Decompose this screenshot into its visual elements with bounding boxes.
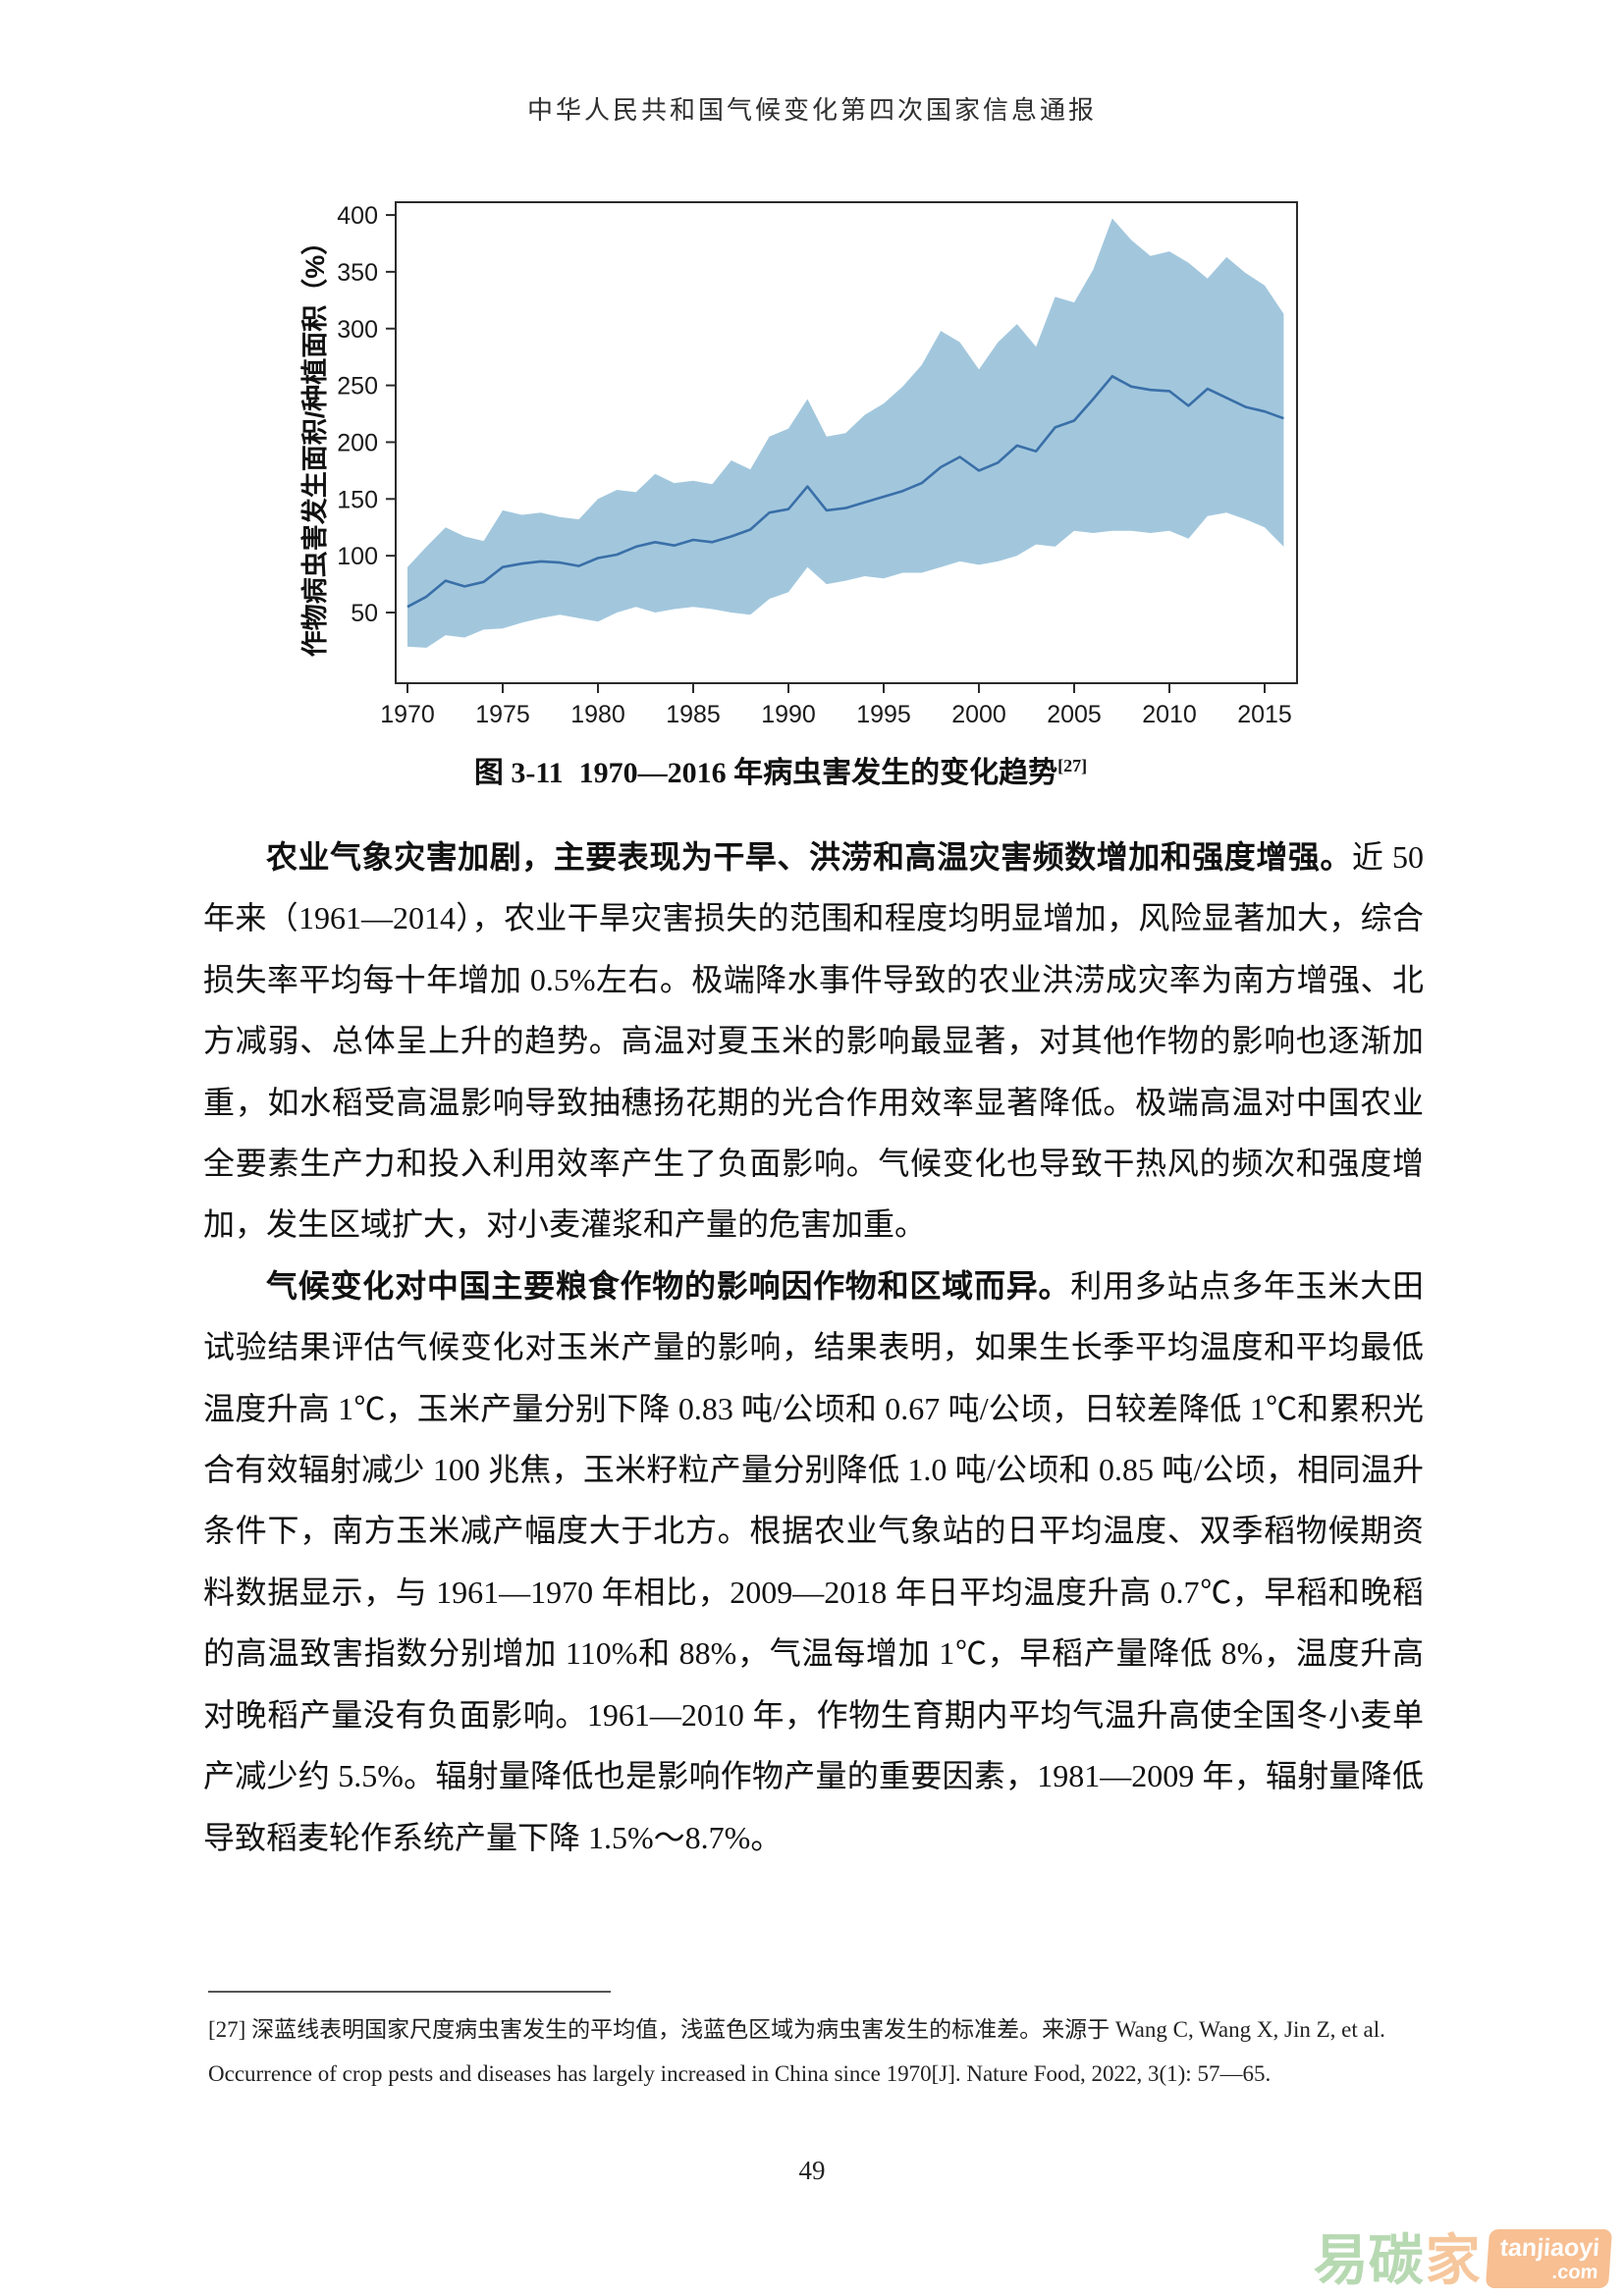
y-tick-label: 300 <box>337 316 378 344</box>
caption-footnote-ref: [27] <box>1057 756 1088 775</box>
page-number: 49 <box>798 2156 826 2185</box>
figure-caption: 图 3-11 1970—2016 年病虫害发生的变化趋势[27] <box>226 748 1335 791</box>
x-tick-label: 2005 <box>1047 701 1102 728</box>
mean-line <box>406 375 1284 609</box>
paragraph-1-lead: 农业气象灾害加剧，主要表现为干旱、洪涝和高温灾害频数增加和强度增强。 <box>266 839 1352 875</box>
page-header: 中华人民共和国气候变化第四次国家信息通报 <box>526 96 1097 125</box>
watermark-text-green: 易碳 <box>1313 2229 1424 2291</box>
y-tick-label: 400 <box>337 202 378 230</box>
std-band <box>407 218 1284 648</box>
footnote: [27] 深蓝线表明国家尺度病虫害发生的平均值，浅蓝色区域为病虫害发生的标准差。… <box>208 1991 1435 2097</box>
x-tick-label: 1975 <box>475 701 530 728</box>
paragraph-2-rest: 利用多站点多年玉米大田试验结果评估气候变化对玉米产量的影响，结果表明，如果生长季… <box>203 1267 1424 1855</box>
watermark-tld: .com <box>1550 2262 1598 2283</box>
y-tick-label: 100 <box>337 543 378 570</box>
x-tick-label: 1995 <box>856 701 911 728</box>
watermark-domain: tanjiaoyi <box>1498 2234 1600 2263</box>
y-tick-label: 150 <box>337 486 378 513</box>
x-tick-label: 1980 <box>570 701 625 728</box>
y-tick-label: 350 <box>337 259 378 287</box>
y-tick-label: 50 <box>351 600 378 627</box>
x-tick-label: 2000 <box>951 701 1006 728</box>
paragraph-2: 气候变化对中国主要粮食作物的影响因作物和区域而异。利用多站点多年玉米大田试验结果… <box>203 1255 1424 1868</box>
y-tick-label: 250 <box>337 373 378 400</box>
y-axis-label: 作物病虫害发生面积/种植面积（%） <box>299 229 330 658</box>
paragraph-2-lead: 气候变化对中国主要粮食作物的影响因作物和区域而异。 <box>266 1267 1071 1304</box>
pest-trend-chart: 1970 1975 1980 1985 1990 1995 2000 2005 2010 2015… <box>299 201 1298 728</box>
y-tick-label: 200 <box>337 429 378 456</box>
x-tick-label: 1970 <box>380 701 435 728</box>
body-text: 农业气象灾害加剧，主要表现为干旱、洪涝和高温灾害频数增加和强度增强。近 50 年… <box>203 827 1424 1868</box>
x-tick-label: 1990 <box>761 701 816 728</box>
figure-3-11: 1970 1975 1980 1985 1990 1995 2000 2005 2010 2015… <box>226 133 1335 791</box>
x-tick-label: 2015 <box>1237 701 1292 728</box>
caption-label: 图 3-11 <box>473 757 564 789</box>
watermark-badge: tanjiaoyi .com <box>1485 2229 1613 2288</box>
paragraph-1: 农业气象灾害加剧，主要表现为干旱、洪涝和高温灾害频数增加和强度增强。近 50 年… <box>203 827 1424 1255</box>
watermark-text-orange: 家 <box>1425 2229 1481 2291</box>
footnote-separator <box>208 1991 611 1993</box>
watermark-logo: 易碳 家 tanjiaoyi .com <box>1313 2229 1613 2291</box>
x-tick-label: 2010 <box>1142 701 1197 728</box>
footnote-text: [27] 深蓝线表明国家尺度病虫害发生的平均值，浅蓝色区域为病虫害发生的标准差。… <box>208 2017 1385 2086</box>
paragraph-1-rest: 近 50 年来（1961—2014），农业干旱灾害损失的范围和程度均明显增加，风… <box>203 839 1424 1243</box>
x-tick-label: 1985 <box>666 701 721 728</box>
caption-text: 1970—2016 年病虫害发生的变化趋势 <box>578 757 1058 789</box>
